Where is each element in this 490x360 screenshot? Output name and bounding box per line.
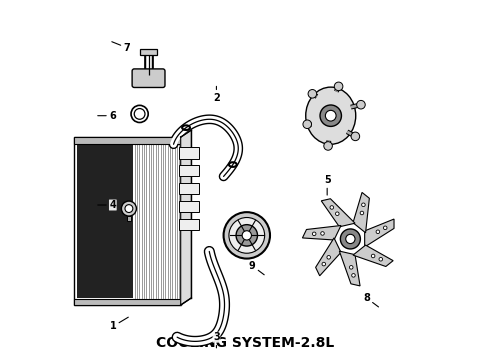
Circle shape [236, 225, 258, 246]
Circle shape [384, 226, 387, 230]
Circle shape [303, 120, 312, 129]
Circle shape [242, 231, 251, 240]
Circle shape [308, 90, 317, 98]
Polygon shape [353, 192, 369, 233]
Circle shape [349, 266, 353, 269]
Circle shape [334, 82, 343, 91]
Circle shape [336, 212, 339, 216]
Polygon shape [340, 251, 360, 286]
Circle shape [321, 232, 324, 235]
Ellipse shape [122, 201, 136, 216]
Text: 3: 3 [213, 332, 220, 348]
Circle shape [322, 262, 326, 266]
Polygon shape [181, 130, 192, 305]
Circle shape [379, 257, 383, 261]
Ellipse shape [306, 87, 356, 144]
Text: 5: 5 [324, 175, 331, 195]
Bar [77, 144, 133, 298]
Circle shape [360, 211, 364, 215]
Text: 8: 8 [363, 293, 378, 307]
Polygon shape [316, 238, 341, 276]
Circle shape [352, 274, 355, 277]
Circle shape [223, 212, 270, 258]
Polygon shape [353, 245, 393, 266]
Text: COOLING SYSTEM-2.8L: COOLING SYSTEM-2.8L [156, 336, 334, 350]
Circle shape [229, 217, 265, 253]
Text: 4: 4 [98, 200, 116, 210]
Bar [179, 147, 198, 158]
Ellipse shape [134, 109, 145, 119]
Bar [74, 298, 181, 305]
Circle shape [357, 100, 365, 109]
Polygon shape [321, 199, 355, 227]
FancyBboxPatch shape [132, 69, 165, 87]
Circle shape [327, 256, 330, 259]
Circle shape [341, 229, 360, 249]
Bar [74, 137, 181, 144]
Circle shape [371, 254, 375, 258]
Circle shape [313, 232, 316, 236]
Circle shape [376, 230, 380, 234]
Circle shape [330, 206, 334, 209]
Text: 1: 1 [109, 317, 128, 332]
Bar [179, 183, 198, 194]
Text: 7: 7 [112, 42, 130, 53]
Text: 2: 2 [213, 86, 220, 103]
Circle shape [351, 132, 360, 141]
Circle shape [325, 111, 336, 121]
Circle shape [346, 234, 355, 244]
Polygon shape [365, 219, 394, 247]
Bar [179, 165, 198, 176]
Bar [74, 137, 181, 305]
Bar [127, 216, 131, 221]
Ellipse shape [131, 105, 148, 122]
Ellipse shape [125, 204, 133, 212]
Bar [179, 219, 198, 230]
Circle shape [324, 142, 332, 150]
Circle shape [362, 203, 365, 207]
Bar [140, 49, 157, 55]
Text: 9: 9 [249, 261, 264, 275]
Polygon shape [302, 225, 341, 240]
Bar [179, 201, 198, 212]
Circle shape [320, 105, 342, 126]
Text: 6: 6 [98, 111, 116, 121]
